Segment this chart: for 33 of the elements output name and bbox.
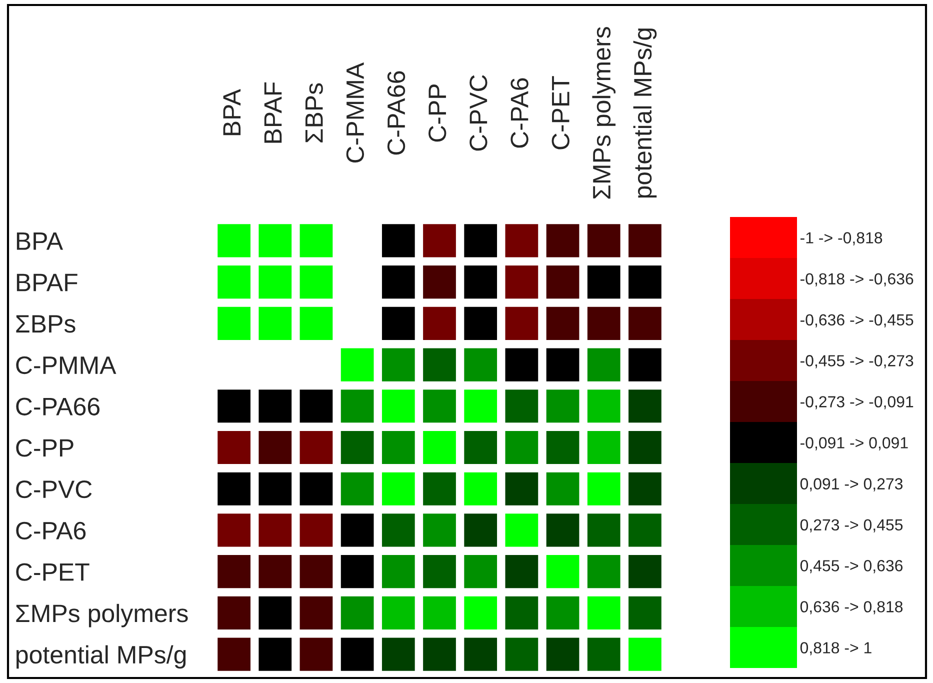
x-tick-label: BPA [223, 89, 241, 136]
color-bar-label: 0,455 -> 0,636 [800, 560, 903, 574]
x-tick-label: C-PP [428, 84, 446, 142]
x-tick-label: C-PVC [470, 75, 488, 151]
y-tick-label: potential MPs/g [16, 645, 186, 669]
color-bar-label: 0,091 -> 0,273 [800, 478, 903, 492]
y-tick-label: BPA [16, 232, 64, 250]
y-tick-label: ΣMPs polymers [16, 604, 188, 628]
x-tick-label: C-PET [552, 76, 570, 150]
color-bar-label: -0,818 -> -0,636 [800, 273, 914, 286]
color-bar-label: -0,455 -> -0,273 [800, 355, 914, 368]
color-bar-label: 0,273 -> 0,455 [800, 519, 903, 532]
x-tick-label: BPAF [264, 82, 282, 143]
color-bar-label: 0,818 -> 1 [800, 642, 872, 656]
color-bar-label: -0,091 -> 0,091 [800, 437, 908, 450]
x-tick-label: C-PA6 [510, 78, 528, 148]
y-tick-label: C-PET [16, 563, 90, 581]
x-tick-label: ΣBPs [305, 83, 323, 142]
x-tick-label: ΣMPs polymers [592, 27, 616, 199]
color-bar-label: 0,636 -> 0,818 [800, 601, 903, 614]
y-tick-label: C-PA66 [16, 398, 100, 416]
color-bar-label: -0,273 -> -0,091 [800, 396, 914, 410]
y-tick-label: BPAF [16, 274, 78, 292]
y-tick-label: C-PP [16, 439, 74, 457]
color-bar-label: -1 -> -0,818 [800, 232, 882, 246]
x-tick-label: potential MPs/g [633, 28, 657, 198]
y-tick-label: ΣBPs [16, 315, 76, 333]
y-tick-label: C-PMMA [16, 356, 116, 374]
y-tick-label: C-PA6 [16, 522, 86, 540]
x-tick-label: C-PMMA [346, 62, 364, 162]
y-tick-label: C-PVC [16, 480, 92, 498]
x-tick-label: C-PA66 [387, 71, 406, 155]
color-bar-label: -0,636 -> -0,455 [800, 314, 914, 328]
